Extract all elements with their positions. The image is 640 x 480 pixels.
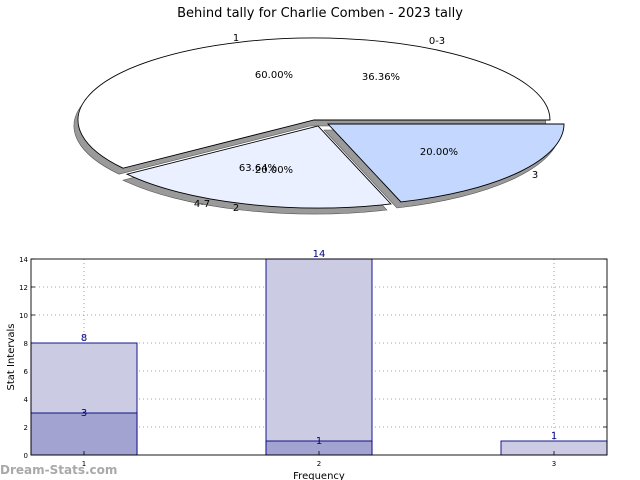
y-axis-label: Stat Intervals	[6, 323, 17, 390]
pie-inner-pct-0-3: 36.36%	[362, 72, 400, 83]
pie-label-2: 2	[233, 203, 239, 214]
plot-frame	[30, 258, 608, 456]
ytick-label-4: 4	[24, 396, 29, 404]
xtick-label-1: 1	[82, 460, 86, 468]
bar-front-value-1: 3	[81, 408, 87, 419]
bar-back-value-2: 14	[313, 249, 326, 260]
ytick-label-8: 8	[24, 340, 28, 348]
watermark: Dream-Stats.com	[0, 463, 118, 477]
ytick-label-10: 10	[19, 312, 28, 320]
pie-inner-pct-4-7: 63.64%	[239, 163, 277, 174]
bar-front-value-2: 1	[316, 436, 322, 447]
pie-pct-3: 20.00%	[420, 147, 458, 158]
ytick-label-0: 0	[24, 452, 28, 460]
pie-slice-1	[77, 37, 551, 169]
ytick-label-6: 6	[24, 368, 29, 376]
pie-inner-label-0-3: 0-3	[429, 36, 445, 47]
bar-back-value-1: 8	[81, 333, 87, 344]
pie-pct-2: 20.00%	[255, 165, 293, 176]
pie-label-3: 3	[532, 170, 538, 181]
pie-inner-label-4-7: 4-7	[194, 199, 210, 210]
bar-back-value-3: 1	[551, 431, 557, 442]
pie-slice-3	[326, 123, 565, 203]
ytick-label-14: 14	[19, 256, 28, 264]
pie-label-1: 1	[233, 33, 239, 44]
xtick-label-2: 2	[317, 460, 321, 468]
ytick-label-2: 2	[24, 424, 28, 432]
xtick-label-3: 3	[552, 460, 556, 468]
ytick-label-12: 12	[19, 284, 28, 292]
chart-title: Behind tally for Charlie Comben - 2023 t…	[177, 6, 463, 21]
pie-pct-1: 60.00%	[255, 70, 293, 81]
x-axis-label: Frequency	[293, 471, 345, 480]
pie-slice-2	[125, 125, 392, 209]
bar-front-1	[30, 412, 138, 456]
bar-back-2	[265, 258, 373, 456]
